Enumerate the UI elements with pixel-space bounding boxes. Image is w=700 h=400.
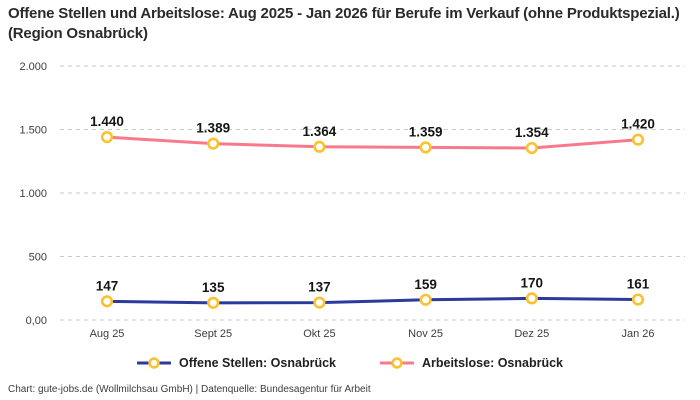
y-axis-tick: 500 [29,252,47,264]
legend-line-marker-icon [379,357,414,369]
data-point-label: 159 [414,277,437,292]
legend-label: Arbeitslose: Osnabrück [421,356,563,370]
data-point-marker[interactable] [100,131,114,144]
legend-line-marker-icon [137,357,171,369]
x-axis-tick: Sept 25 [194,328,232,340]
y-axis-tick: 1.000 [19,188,47,200]
data-point-marker[interactable] [419,141,432,154]
data-point-marker[interactable] [313,296,326,309]
chart-title: Offene Stellen und Arbeitslose: Aug 2025… [8,5,680,42]
data-point-marker[interactable] [525,292,538,305]
data-point-label: 135 [202,280,225,295]
data-point-label: 1.354 [515,125,549,140]
chart-legend: Offene Stellen: Osnabrück Arbeitslose: O… [0,356,700,370]
data-point-marker[interactable] [313,140,326,153]
data-point-label: 1.364 [303,124,337,139]
data-point-label: 137 [308,280,331,295]
data-point-marker[interactable] [631,133,645,146]
line-series [105,135,640,150]
data-point-marker[interactable] [207,296,220,309]
data-point-label: 170 [521,275,544,290]
data-point-marker[interactable] [100,295,114,308]
x-axis-tick: Nov 25 [408,328,443,340]
data-point-marker[interactable] [631,293,645,306]
data-point-label: 1.420 [621,117,655,132]
x-axis-tick: Jan 26 [621,328,654,340]
chart-footer: Chart: gute-jobs.de (Wollmilchsau GmbH) … [8,384,371,395]
data-point-marker[interactable] [207,137,220,150]
legend-item-arbeitslose[interactable]: Arbeitslose: Osnabrück [379,356,563,370]
x-axis-tick: Okt 25 [303,328,335,340]
y-axis-tick: 2.000 [19,61,47,73]
plot-area: 0,00 500 1.000 1.500 2.000 Aug 25 Sept 25 Okt 2… [19,61,685,340]
legend-item-offene-stellen[interactable]: Offene Stellen: Osnabrück [137,356,336,370]
data-point-label: 147 [96,278,119,293]
y-axis-tick: 0,00 [26,315,47,327]
data-point-marker[interactable] [525,141,538,155]
y-axis-tick: 1.500 [19,125,47,137]
data-point-label: 1.359 [409,124,443,139]
data-point-label: 1.389 [196,121,230,136]
legend-label: Offene Stellen: Osnabrück [179,356,336,370]
data-point-label: 1.440 [90,114,124,129]
x-axis-tick: Dez 25 [514,328,549,340]
line-series [105,296,640,305]
data-point-label: 161 [627,277,650,292]
x-axis-tick: Aug 25 [90,328,125,340]
data-point-marker[interactable] [419,293,432,306]
